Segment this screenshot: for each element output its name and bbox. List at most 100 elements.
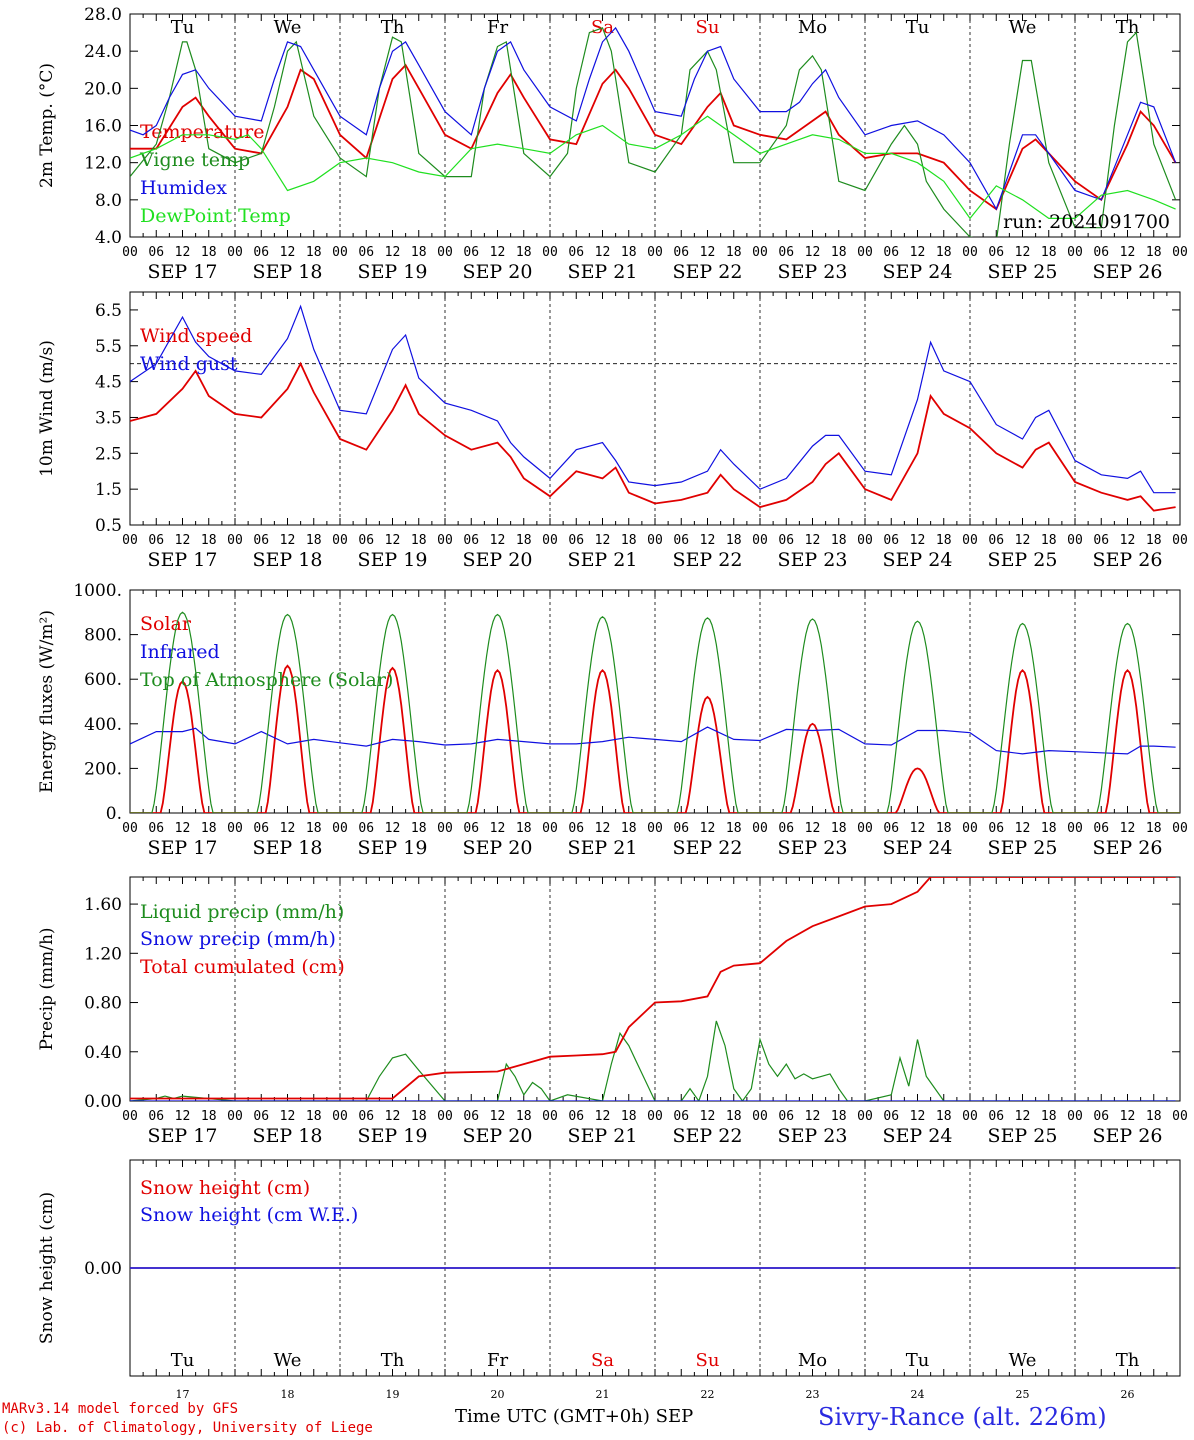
hour-tick-label: 06 bbox=[463, 1109, 479, 1124]
weekday-label: We bbox=[1009, 17, 1037, 38]
date-label: SEP 25 bbox=[988, 837, 1058, 859]
hour-tick-label: 12 bbox=[700, 821, 716, 836]
hour-tick-label: 00 bbox=[752, 1109, 768, 1124]
hour-tick-label: 06 bbox=[673, 245, 689, 260]
legend-entry: Snow height (cm W.E.) bbox=[140, 1204, 358, 1226]
legend-entry: Solar bbox=[140, 613, 192, 635]
hour-tick-label: 00 bbox=[122, 245, 138, 260]
weekday-label: Su bbox=[696, 1350, 720, 1371]
hour-tick-label: 06 bbox=[568, 533, 584, 548]
hour-tick-label: 12 bbox=[490, 821, 506, 836]
weekday-label: We bbox=[1009, 1350, 1037, 1371]
hour-tick-label: 00 bbox=[857, 533, 873, 548]
hour-tick-label: 00 bbox=[437, 533, 453, 548]
hour-tick-label: 18 bbox=[726, 821, 742, 836]
date-label: SEP 23 bbox=[778, 549, 848, 571]
y-axis-label: 10m Wind (m/s) bbox=[37, 340, 57, 477]
date-label: SEP 17 bbox=[148, 549, 218, 571]
weekday-label: Th bbox=[381, 17, 405, 38]
date-label: SEP 17 bbox=[148, 261, 218, 283]
series-line bbox=[130, 1020, 1176, 1101]
series-line bbox=[130, 27, 1177, 237]
weekday-label: Th bbox=[1116, 1350, 1140, 1371]
date-label: SEP 25 bbox=[988, 261, 1058, 283]
legend-entry: Vigne temp bbox=[139, 149, 250, 171]
y-tick-label: 6.5 bbox=[95, 301, 122, 321]
hour-tick-label: 00 bbox=[1067, 245, 1083, 260]
weekday-label: Tu bbox=[171, 1350, 195, 1371]
legend-entry: Temperature bbox=[140, 121, 264, 143]
y-tick-label: 4.5 bbox=[95, 373, 122, 393]
station-name: Sivry-Rance (alt. 226m) bbox=[818, 1403, 1107, 1431]
hour-tick-label: 00 bbox=[962, 245, 978, 260]
hour-tick-label: 18 bbox=[306, 245, 322, 260]
hour-tick-label: 12 bbox=[1120, 821, 1136, 836]
hour-tick-label: 06 bbox=[988, 1109, 1004, 1124]
hour-tick-label: 12 bbox=[385, 1109, 401, 1124]
hour-tick-label: 18 bbox=[516, 1109, 532, 1124]
date-label: SEP 17 bbox=[148, 837, 218, 859]
hour-tick-label: 00 bbox=[122, 1109, 138, 1124]
date-label: SEP 26 bbox=[1093, 837, 1163, 859]
weekday-label: Sa bbox=[591, 1350, 614, 1371]
hour-tick-label: 00 bbox=[227, 821, 243, 836]
hour-tick-label: 00 bbox=[1172, 245, 1188, 260]
date-label: SEP 21 bbox=[568, 549, 638, 571]
hour-tick-label: 12 bbox=[280, 245, 296, 260]
hour-tick-label: 06 bbox=[358, 821, 374, 836]
run-label: run: 2024091700 bbox=[1003, 211, 1170, 233]
day-number-label: 22 bbox=[701, 1388, 715, 1401]
y-tick-label: 3.5 bbox=[95, 408, 122, 428]
date-label: SEP 19 bbox=[358, 1125, 428, 1147]
hour-tick-label: 00 bbox=[227, 245, 243, 260]
hour-tick-label: 06 bbox=[358, 245, 374, 260]
hour-tick-label: 18 bbox=[621, 1109, 637, 1124]
hour-tick-label: 12 bbox=[1015, 1109, 1031, 1124]
date-label: SEP 23 bbox=[778, 837, 848, 859]
time-label: Time UTC (GMT+0h) bbox=[455, 1406, 650, 1427]
hour-tick-label: 00 bbox=[857, 1109, 873, 1124]
hour-tick-label: 00 bbox=[437, 1109, 453, 1124]
y-tick-label: 12.0 bbox=[84, 154, 122, 174]
hour-tick-label: 00 bbox=[857, 821, 873, 836]
hour-tick-label: 12 bbox=[280, 533, 296, 548]
hour-tick-label: 18 bbox=[201, 821, 217, 836]
hour-tick-label: 06 bbox=[568, 245, 584, 260]
hour-tick-label: 18 bbox=[201, 1109, 217, 1124]
weekday-label: Su bbox=[696, 17, 720, 38]
y-tick-label: 800. bbox=[84, 626, 122, 646]
day-number-label: 20 bbox=[491, 1388, 505, 1401]
hour-tick-label: 12 bbox=[385, 821, 401, 836]
legend-entry: Snow precip (mm/h) bbox=[140, 928, 336, 950]
legend-entry: Snow height (cm) bbox=[140, 1177, 310, 1199]
y-axis-label: Snow height (cm) bbox=[37, 1192, 57, 1344]
date-label: SEP 21 bbox=[568, 261, 638, 283]
y-tick-label: 4.0 bbox=[95, 228, 122, 248]
hour-tick-label: 06 bbox=[1093, 245, 1109, 260]
series-line bbox=[130, 664, 1180, 813]
y-tick-label: 28.0 bbox=[84, 5, 122, 25]
hour-tick-label: 18 bbox=[1146, 533, 1162, 548]
hour-tick-label: 06 bbox=[253, 533, 269, 548]
panel-1: 4.0 8.0 12.0 16.0 20.0 24.0 28.0 2m Temp. (°C) 0… bbox=[37, 5, 1188, 283]
hour-tick-label: 06 bbox=[148, 821, 164, 836]
panel-5: 0.00 Snow height (cm) Tu We Th Fr Sa Su Mo Tu We Th… bbox=[37, 1159, 1181, 1401]
hour-tick-label: 18 bbox=[936, 533, 952, 548]
legend-entry: Wind speed bbox=[140, 325, 252, 347]
hour-tick-label: 06 bbox=[148, 1109, 164, 1124]
hour-tick-label: 18 bbox=[726, 1109, 742, 1124]
hour-tick-label: 18 bbox=[306, 821, 322, 836]
hour-tick-label: 12 bbox=[385, 245, 401, 260]
y-tick-label: 8.0 bbox=[95, 191, 122, 211]
date-label: SEP 20 bbox=[463, 261, 533, 283]
date-label: SEP 18 bbox=[253, 837, 323, 859]
hour-tick-label: 06 bbox=[568, 821, 584, 836]
day-number-label: 18 bbox=[281, 1388, 295, 1401]
date-label: SEP 25 bbox=[988, 1125, 1058, 1147]
date-label: SEP 20 bbox=[463, 1125, 533, 1147]
hour-tick-label: 00 bbox=[752, 821, 768, 836]
day-number-label: 24 bbox=[911, 1388, 925, 1401]
hour-tick-label: 06 bbox=[988, 821, 1004, 836]
weekday-label: Tu bbox=[906, 17, 930, 38]
